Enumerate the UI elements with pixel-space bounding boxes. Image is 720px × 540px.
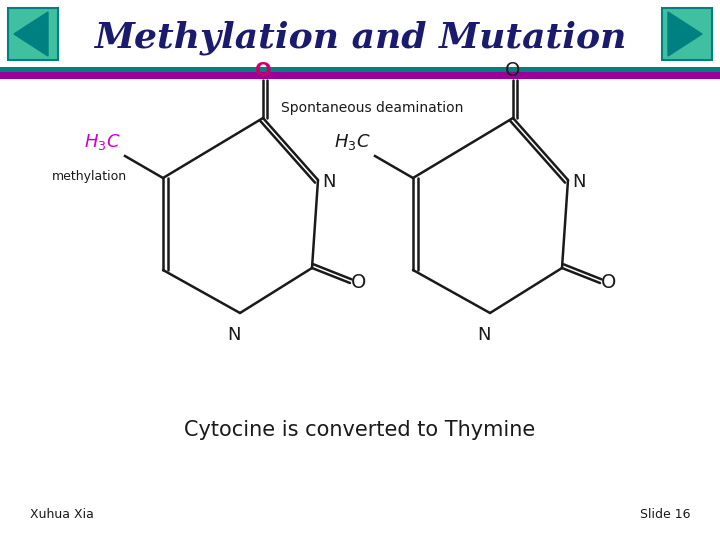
Polygon shape: [668, 12, 702, 56]
Bar: [8, 8, 58, 60]
Text: Xuhua Xia: Xuhua Xia: [30, 509, 94, 522]
Text: Cytocine is converted to Thymine: Cytocine is converted to Thymine: [184, 420, 536, 440]
Bar: [0, 0, 720, 68]
Text: Slide 16: Slide 16: [639, 509, 690, 522]
Text: methylation: methylation: [52, 170, 127, 183]
Text: Methylation and Mutation: Methylation and Mutation: [94, 21, 626, 55]
Text: O: O: [505, 62, 521, 80]
Polygon shape: [14, 12, 48, 56]
Text: O: O: [255, 62, 271, 80]
Text: Spontaneous deamination: Spontaneous deamination: [281, 101, 464, 115]
Text: N: N: [322, 173, 336, 191]
Text: $H_3C$: $H_3C$: [84, 132, 121, 152]
Text: $H_3C$: $H_3C$: [334, 132, 371, 152]
Bar: [662, 8, 712, 60]
Text: O: O: [601, 273, 617, 293]
Bar: [0, 72, 720, 79]
Text: N: N: [477, 326, 491, 344]
Text: N: N: [228, 326, 240, 344]
Text: N: N: [572, 173, 585, 191]
Text: O: O: [351, 273, 366, 293]
Bar: [0, 67, 720, 72]
